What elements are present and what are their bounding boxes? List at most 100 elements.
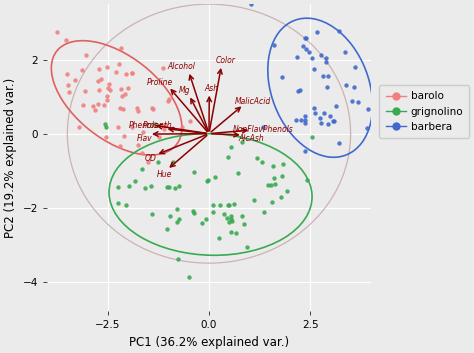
Point [96,66,103,72]
Point [320,110,328,116]
Point [112,69,119,75]
Point [270,175,277,181]
Point [225,203,232,208]
Text: Phenols: Phenols [129,121,159,130]
Point [186,119,194,124]
Text: Ash: Ash [204,84,219,93]
Point [330,118,338,124]
Point [91,107,99,113]
Text: MalicAcid: MalicAcid [235,97,271,107]
Point [65,89,73,95]
Point [118,93,126,99]
Point [204,178,211,183]
Text: Proline: Proline [146,78,173,87]
Point [124,85,131,90]
Point [316,116,324,121]
Point [166,213,174,219]
Text: Alcohol: Alcohol [167,62,195,71]
Point [82,52,89,58]
Point [318,120,325,126]
Y-axis label: PC2 (19.2% explained var.): PC2 (19.2% explained var.) [4,78,17,238]
Point [138,166,146,172]
Point [313,29,321,34]
Point [154,159,162,165]
Point [351,64,359,70]
Point [302,35,310,41]
Point [103,93,111,98]
Point [53,29,61,35]
Point [202,216,210,222]
Point [228,219,236,224]
Point [224,154,231,159]
Point [305,50,312,55]
Point [270,42,278,47]
Point [128,124,136,130]
Point [120,133,128,139]
Point [217,202,224,208]
Point [364,125,371,131]
Point [324,121,332,127]
Point [365,106,372,112]
Point [115,61,123,67]
Point [190,210,198,216]
Text: NonFlavPhenols: NonFlavPhenols [233,125,294,134]
Point [271,181,278,187]
Point [186,274,193,280]
Point [350,84,358,89]
Point [97,76,104,82]
Point [342,49,349,54]
Point [302,46,310,52]
Point [148,105,155,110]
Point [159,65,167,71]
Point [125,183,133,189]
Point [164,98,172,104]
Point [121,91,128,97]
Point [322,60,330,65]
Point [259,125,266,130]
Point [190,169,198,174]
Text: OD: OD [145,154,157,163]
Text: Flav: Flav [137,134,153,143]
Point [269,163,276,169]
Point [296,87,303,93]
Point [278,173,285,179]
Point [133,106,141,111]
Point [134,143,142,148]
Point [160,127,167,132]
Point [293,54,301,60]
Point [319,73,327,78]
Point [378,107,386,113]
Point [238,214,246,219]
Point [104,97,111,102]
Text: Proanth: Proanth [142,121,172,130]
Point [78,67,86,72]
Point [141,185,149,191]
Point [322,55,330,61]
Point [64,71,71,77]
Point [227,144,235,150]
Point [134,108,142,114]
Point [301,113,309,119]
Point [210,202,217,208]
Point [122,71,129,77]
Text: Color: Color [216,56,236,65]
Point [139,129,147,134]
Point [114,184,122,190]
Point [103,64,110,70]
Point [138,150,146,156]
Text: Mg: Mg [179,85,191,95]
Point [175,216,182,222]
Point [253,155,260,161]
Point [116,143,123,149]
Point [215,235,223,241]
Point [301,120,309,126]
Point [247,1,255,6]
Point [145,159,152,165]
Point [117,86,125,92]
Point [329,118,337,124]
Point [209,209,217,215]
Point [105,82,113,87]
Point [228,229,235,235]
Point [224,215,231,220]
Point [64,83,72,88]
